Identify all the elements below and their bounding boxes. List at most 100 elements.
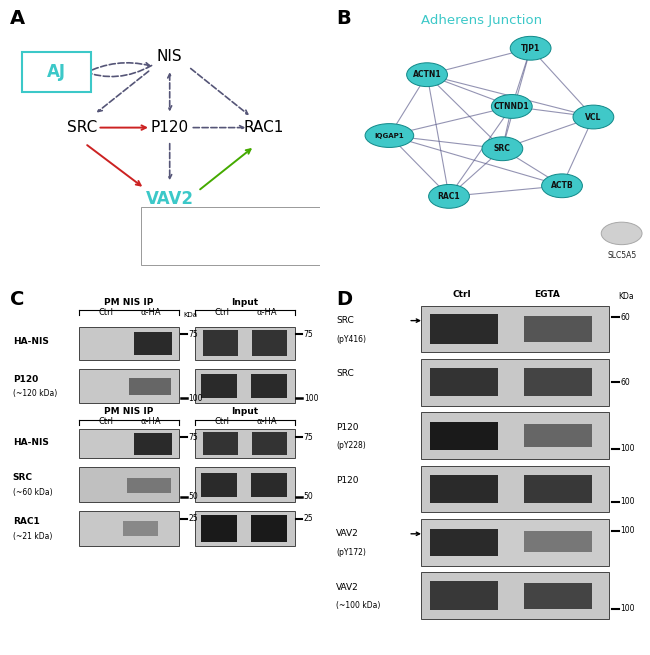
Bar	[252, 330, 287, 356]
Text: (~21 kDa): (~21 kDa)	[13, 532, 52, 540]
Bar	[79, 468, 179, 502]
Bar	[430, 368, 498, 396]
Bar	[525, 424, 592, 447]
Text: SLC5A5: SLC5A5	[607, 251, 636, 259]
Text: Ctrl: Ctrl	[214, 308, 229, 316]
Text: A: A	[10, 9, 25, 28]
Text: VCL: VCL	[585, 113, 602, 122]
Bar	[525, 531, 592, 552]
Text: 25: 25	[304, 514, 313, 523]
FancyBboxPatch shape	[142, 207, 320, 265]
Text: Adherens Junction: Adherens Junction	[421, 14, 542, 27]
Bar	[79, 327, 179, 360]
Bar	[421, 572, 609, 619]
Text: (pY416): (pY416)	[336, 335, 366, 344]
Text: RAC1: RAC1	[244, 120, 284, 135]
Text: 75: 75	[188, 329, 198, 339]
FancyBboxPatch shape	[22, 52, 91, 92]
Text: α-HA: α-HA	[257, 308, 278, 316]
Bar	[195, 369, 295, 403]
Bar	[430, 582, 498, 610]
Text: 75: 75	[188, 433, 198, 441]
Text: 60: 60	[620, 378, 630, 387]
Ellipse shape	[491, 94, 532, 119]
Bar	[201, 374, 237, 398]
Text: C: C	[10, 290, 24, 309]
Text: ACTN1: ACTN1	[413, 70, 441, 79]
Bar	[134, 432, 172, 455]
Ellipse shape	[541, 174, 582, 198]
Bar	[134, 332, 172, 355]
Text: EGTA: EGTA	[534, 290, 560, 299]
Text: 50: 50	[304, 493, 313, 501]
Bar	[129, 378, 171, 395]
Text: HA-NIS: HA-NIS	[13, 438, 49, 447]
Text: 75: 75	[304, 433, 313, 441]
Ellipse shape	[365, 124, 413, 147]
Bar	[252, 432, 287, 455]
Bar	[203, 330, 238, 356]
Bar	[195, 468, 295, 502]
Bar	[251, 515, 287, 542]
Bar	[421, 359, 609, 405]
Text: 100: 100	[620, 604, 634, 613]
Text: 100: 100	[304, 394, 318, 403]
Bar	[430, 529, 498, 555]
Text: Binding/recruitment: Binding/recruitment	[182, 213, 267, 222]
Text: Ctrl: Ctrl	[98, 308, 113, 316]
Text: α-HA: α-HA	[140, 417, 161, 426]
Text: 75: 75	[304, 329, 313, 339]
Bar	[421, 519, 609, 565]
Bar	[127, 477, 171, 493]
Text: (~60 kDa): (~60 kDa)	[13, 488, 53, 497]
Bar	[421, 412, 609, 459]
Text: D: D	[336, 290, 352, 309]
Text: VAV2: VAV2	[336, 582, 359, 591]
Text: Phosphorylation: Phosphorylation	[182, 246, 250, 255]
Bar	[195, 327, 295, 360]
Text: P120: P120	[336, 422, 359, 432]
Text: SRC: SRC	[336, 369, 354, 379]
Text: Ctrl: Ctrl	[453, 290, 471, 299]
Text: SRC: SRC	[13, 474, 32, 482]
Bar	[251, 374, 287, 398]
Bar	[525, 368, 592, 396]
Text: α-HA: α-HA	[257, 417, 278, 426]
Text: α-HA: α-HA	[140, 308, 161, 316]
Text: PM NIS IP: PM NIS IP	[104, 407, 153, 417]
Text: Ctrl: Ctrl	[98, 417, 113, 426]
Text: TJP1: TJP1	[521, 44, 540, 53]
Ellipse shape	[407, 63, 447, 86]
Bar	[201, 515, 237, 542]
Ellipse shape	[573, 105, 614, 129]
Bar	[525, 475, 592, 503]
Text: RAC1: RAC1	[13, 517, 40, 526]
Bar	[430, 475, 498, 503]
Bar	[203, 432, 238, 455]
Text: RAC1: RAC1	[437, 192, 460, 201]
Bar	[79, 511, 179, 546]
Text: IQGAP1: IQGAP1	[374, 132, 404, 139]
Text: PM NIS IP: PM NIS IP	[104, 298, 153, 307]
Text: HA-NIS: HA-NIS	[13, 337, 49, 346]
Text: 100: 100	[620, 498, 634, 506]
Bar	[79, 369, 179, 403]
Text: 100: 100	[620, 526, 634, 535]
Bar	[79, 429, 179, 458]
Text: SRC: SRC	[494, 144, 511, 153]
Text: Activation: Activation	[182, 229, 224, 238]
Text: P120: P120	[151, 120, 188, 135]
Text: NIS: NIS	[157, 48, 183, 64]
Text: ACTB: ACTB	[551, 181, 573, 191]
Text: 60: 60	[620, 313, 630, 322]
Ellipse shape	[601, 222, 642, 245]
Bar	[430, 314, 498, 344]
Bar	[421, 466, 609, 512]
Text: CTNND1: CTNND1	[494, 102, 530, 111]
Text: Input: Input	[231, 298, 259, 307]
Text: SRC: SRC	[336, 316, 354, 325]
Text: P120: P120	[336, 476, 359, 485]
Ellipse shape	[482, 137, 523, 160]
Bar	[195, 429, 295, 458]
Bar	[123, 521, 158, 536]
